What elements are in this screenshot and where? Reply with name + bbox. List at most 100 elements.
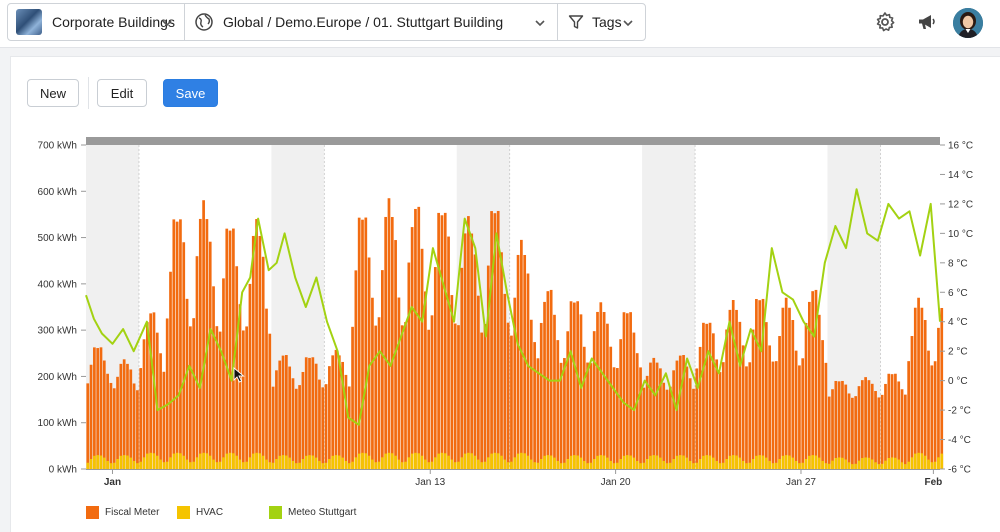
fiscal-meter-bar [126, 363, 129, 469]
hvac-bar [149, 452, 153, 469]
fiscal-meter-bar [357, 217, 361, 469]
hvac-bar [513, 457, 517, 469]
hvac-bar [331, 455, 335, 469]
hvac-bar [314, 457, 318, 469]
fiscal-meter-bar [109, 382, 113, 469]
hvac-bar [142, 457, 146, 469]
building-selector[interactable]: Corporate Buildings [7, 3, 185, 41]
fiscal-meter-bar [844, 384, 848, 469]
megaphone-icon[interactable] [916, 11, 938, 33]
hvac-bar [341, 457, 344, 469]
hvac-bar [917, 452, 920, 469]
fiscal-meter-bar [529, 319, 533, 469]
fiscal-meter-bar [384, 216, 388, 469]
fiscal-meter-bar [817, 314, 821, 469]
fiscal-meter-bar [635, 353, 639, 469]
fiscal-meter-bar [433, 267, 437, 469]
fiscal-meter-bar [390, 217, 394, 469]
fiscal-meter-bar [344, 374, 348, 469]
fiscal-meter-bar [258, 235, 262, 469]
legend-hvac[interactable]: HVAC [177, 506, 223, 519]
globe-icon [195, 13, 213, 31]
hvac-bar [725, 459, 728, 469]
hvac-bar [804, 459, 808, 469]
fiscal-meter-bar [523, 254, 527, 469]
fiscal-meter-bar [652, 357, 656, 469]
fiscal-meter-bar [596, 311, 599, 469]
tags-filter[interactable]: Tags [557, 3, 646, 41]
hvac-bar [318, 460, 321, 469]
hvac-bar [589, 462, 593, 469]
fiscal-meter-bar [920, 307, 924, 469]
hvac-bar [884, 460, 887, 469]
hvac-bar [718, 463, 722, 469]
hvac-bar [801, 462, 805, 469]
fiscal-meter-bar [182, 242, 186, 469]
hvac-bar [228, 452, 232, 469]
hvac-bar [572, 455, 576, 469]
edit-button[interactable]: Edit [97, 79, 147, 107]
hvac-bar [308, 455, 311, 469]
hvac-bar [192, 461, 196, 469]
fiscal-meter-bar [516, 254, 520, 469]
hvac-bar [728, 455, 732, 469]
hvac-bar [675, 455, 679, 469]
fiscal-meter-bar [814, 289, 818, 469]
fiscal-meter-bar [162, 371, 166, 469]
fiscal-meter-bar [784, 297, 788, 469]
hvac-bar [625, 455, 629, 469]
fiscal-meter-bar [910, 336, 914, 469]
fiscal-meter-bar [212, 286, 215, 469]
right-axis-label: 12 °C [948, 199, 973, 210]
hvac-bar [129, 457, 133, 469]
fiscal-meter-bar [443, 212, 447, 469]
hvac-bar [791, 457, 795, 469]
x-axis-label: Jan [104, 477, 121, 488]
hvac-bar [609, 460, 613, 469]
fiscal-meter-bar [682, 355, 685, 469]
fiscal-meter-bar [139, 368, 143, 469]
hvac-bar [109, 463, 113, 469]
fiscal-meter-bar [559, 362, 563, 469]
hvac-bar [324, 462, 328, 469]
hvac-bar [506, 462, 510, 469]
fiscal-meter-bar [880, 394, 884, 469]
fiscal-meter-bar [616, 368, 619, 469]
new-button[interactable]: New [27, 79, 79, 107]
hvac-bar [311, 455, 315, 469]
chevron-down-icon [623, 20, 633, 27]
hvac-bar [390, 453, 394, 469]
hvac-bar [493, 452, 497, 469]
save-button[interactable]: Save [163, 79, 218, 107]
hvac-bar [248, 457, 252, 469]
hvac-bar [937, 457, 940, 469]
fiscal-meter-bar [337, 355, 341, 469]
fiscal-meter-bar [195, 256, 199, 469]
hvac-bar [354, 457, 358, 469]
hvac-bar [764, 457, 768, 469]
fiscal-meter-bar [774, 361, 778, 469]
fiscal-meter-bar [99, 347, 103, 469]
hvac-bar [586, 463, 589, 469]
settings-icon[interactable] [874, 11, 896, 33]
legend-fiscal-meter[interactable]: Fiscal Meter [86, 506, 159, 519]
fiscal-meter-bar [268, 333, 272, 469]
hvac-bar [824, 463, 828, 469]
fiscal-meter-bar [827, 396, 831, 469]
avatar[interactable] [953, 8, 983, 38]
hvac-bar [371, 459, 374, 469]
fiscal-meter-bar [576, 301, 580, 469]
legend-swatch [177, 506, 190, 519]
legend-meteo-stuttgart[interactable]: Meteo Stuttgart [269, 506, 356, 519]
fiscal-meter-bar [841, 380, 844, 469]
location-selector[interactable]: Global / Demo.Europe / 01. Stuttgart Bui… [184, 3, 558, 41]
hvac-bar [920, 453, 924, 469]
hvac-bar [529, 459, 533, 469]
fiscal-meter-bar [712, 333, 715, 469]
hvac-bar [877, 464, 881, 469]
hvac-bar [616, 462, 619, 469]
fiscal-meter-bar [480, 332, 484, 469]
hvac-bar [682, 455, 685, 469]
hvac-bar [847, 462, 851, 469]
